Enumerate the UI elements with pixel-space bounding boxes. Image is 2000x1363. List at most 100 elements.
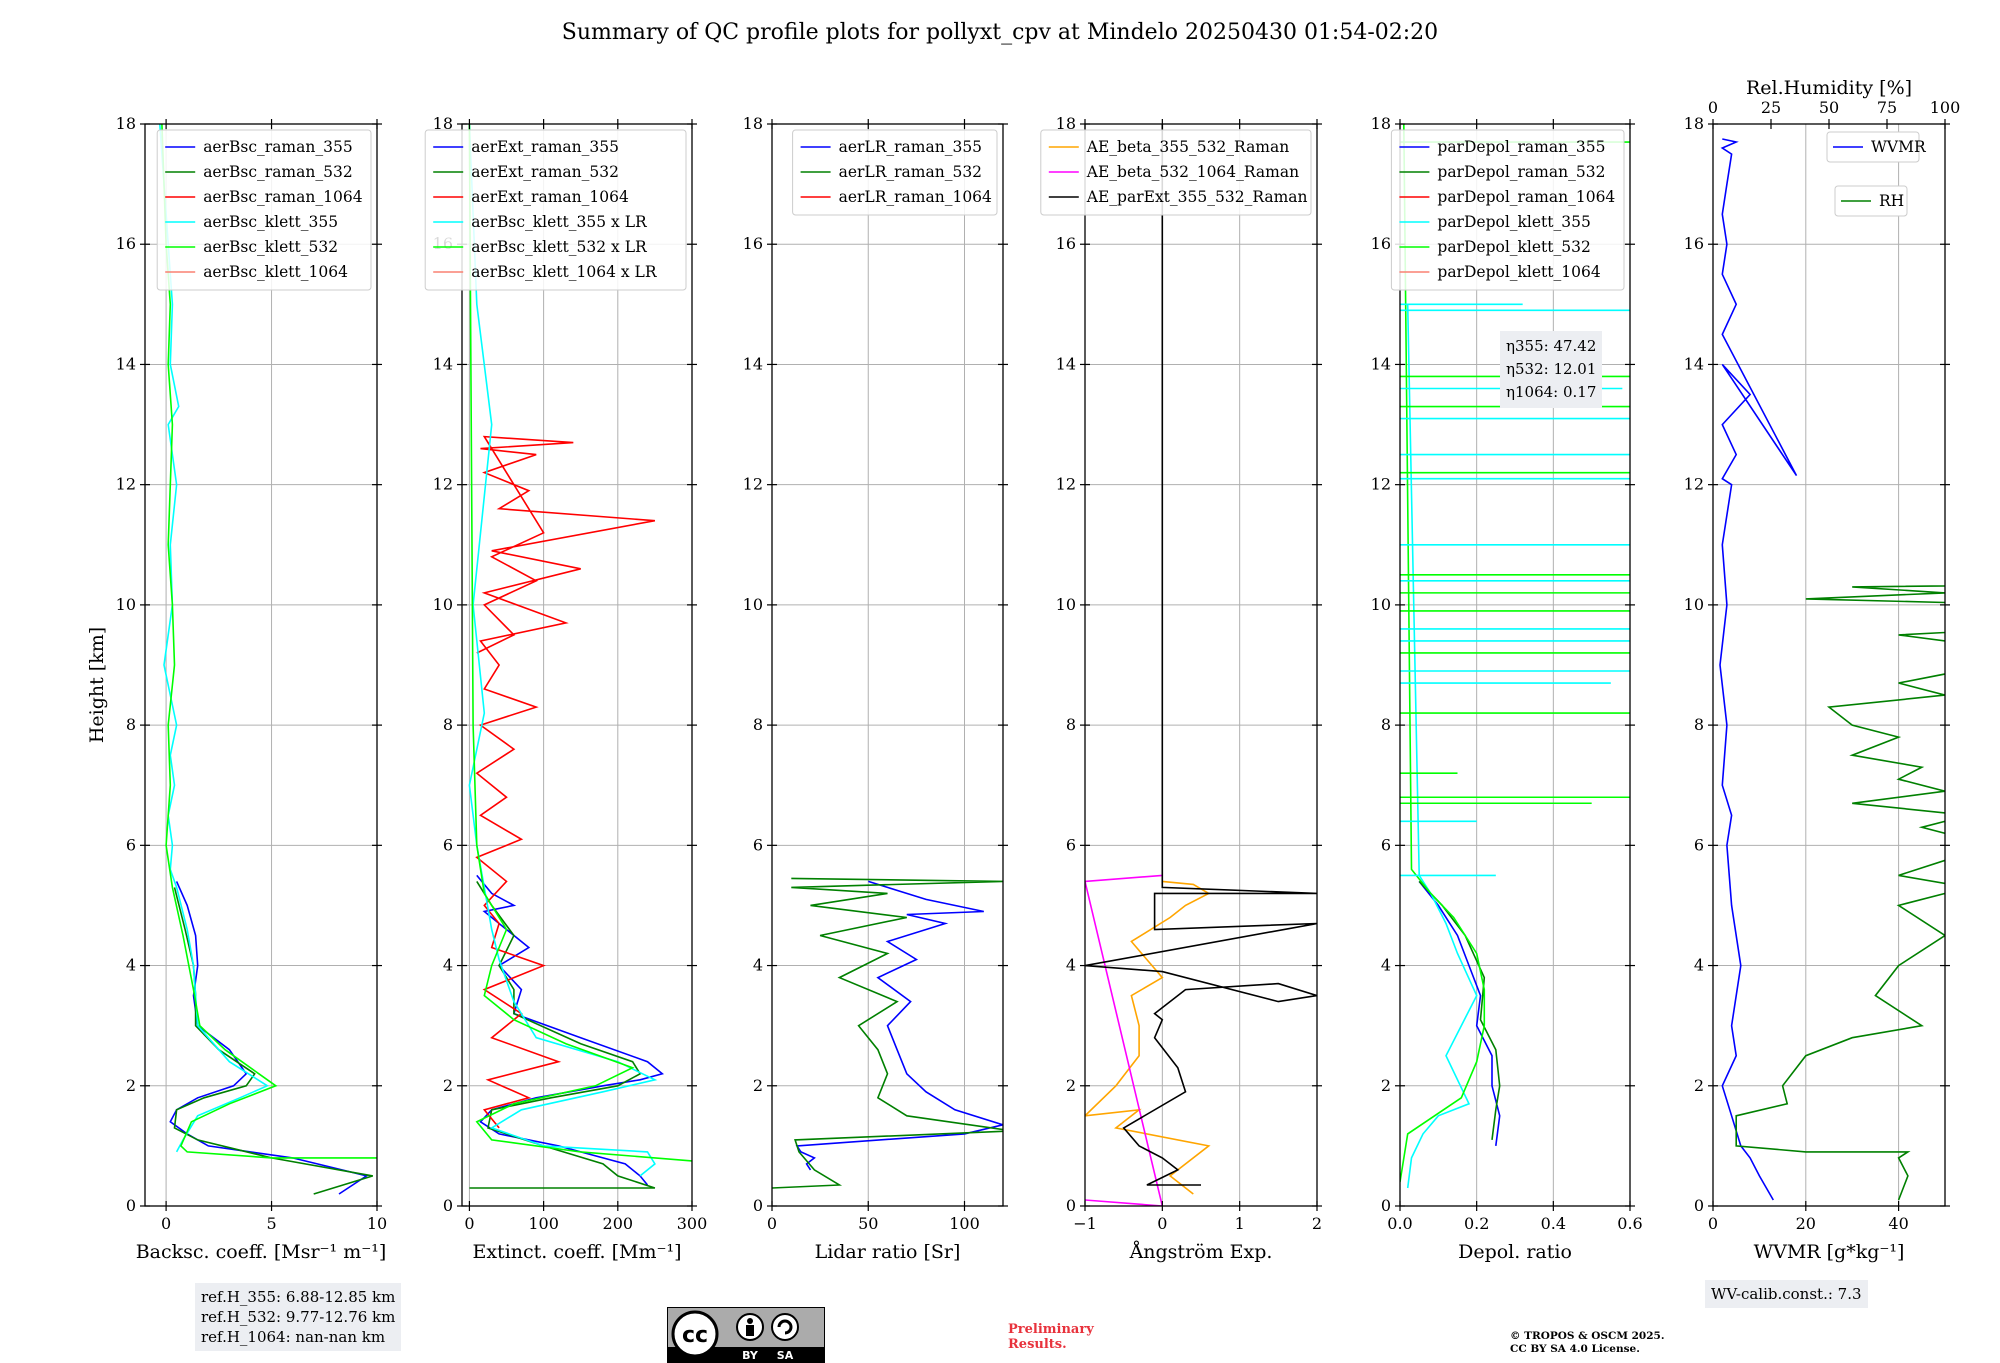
series-line-AE_beta_355_532_Raman bbox=[1085, 880, 1211, 1195]
y-tick-label: 14 bbox=[116, 354, 136, 373]
y-tick-label: 2 bbox=[443, 1076, 453, 1095]
legend: AE_beta_355_532_Raman AE_beta_532_1064_Ra… bbox=[1040, 129, 1312, 216]
y-tick-label: 2 bbox=[753, 1076, 763, 1095]
eta-355: η355: 47.42 bbox=[1506, 337, 1597, 355]
x-tick-label: 10 bbox=[367, 1214, 387, 1233]
x-tick-label: 0.2 bbox=[1464, 1214, 1489, 1233]
eta-532: η532: 12.01 bbox=[1506, 360, 1597, 378]
y-tick-label: 12 bbox=[1371, 475, 1391, 494]
y-tick-label: 12 bbox=[743, 475, 763, 494]
legend-entry: parDepol_klett_355 bbox=[1437, 213, 1590, 231]
series-line-AE_parExt_355_532_Raman bbox=[1085, 124, 1317, 1186]
series-line-aerExt_raman_1064 bbox=[475, 435, 656, 1129]
series-line-aerBsc_raman_532 bbox=[173, 887, 374, 1195]
eta-1064: η1064: 0.17 bbox=[1506, 383, 1597, 401]
x-axis-label: Ångström Exp. bbox=[1129, 1241, 1273, 1263]
axes-frame bbox=[1399, 123, 1631, 1207]
copyright-line-1: © TROPOS & OSCM 2025. bbox=[1510, 1330, 1665, 1342]
top-x-axis-label: Rel.Humidity [%] bbox=[1746, 77, 1912, 99]
axes-frame bbox=[771, 123, 1004, 1207]
x-tick-label: 50 bbox=[858, 1214, 878, 1233]
y-tick-label: 16 bbox=[1684, 234, 1704, 253]
legend-entry: parDepol_raman_532 bbox=[1437, 163, 1605, 181]
ref-height-355: ref.H_355: 6.88-12.85 km bbox=[201, 1288, 396, 1306]
x-axis-label: Backsc. coeff. [Msr⁻¹ m⁻¹] bbox=[136, 1241, 387, 1263]
x-axis-label: Extinct. coeff. [Mm⁻¹] bbox=[472, 1241, 681, 1263]
series-line-aerLR_raman_532 bbox=[772, 877, 1003, 1189]
series-line-aerExt_raman_355 bbox=[476, 874, 665, 1186]
y-tick-label: 12 bbox=[433, 475, 453, 494]
wv-calibration-box: WV-calib.const.: 7.3 bbox=[1705, 1280, 1868, 1308]
x-tick-label: 0 bbox=[464, 1214, 474, 1233]
x-tick-label: 20 bbox=[1796, 1214, 1816, 1233]
y-tick-label: 6 bbox=[1066, 835, 1076, 854]
ref-height-1064: ref.H_1064: nan-nan km bbox=[201, 1328, 386, 1346]
axes-frame bbox=[144, 123, 378, 1207]
legend-entry: aerLR_raman_1064 bbox=[839, 188, 992, 206]
y-tick-label: 0 bbox=[126, 1196, 136, 1215]
top-x-tick-label: 25 bbox=[1761, 98, 1781, 117]
y-tick-label: 18 bbox=[1684, 114, 1704, 133]
series-line-AE_beta_532_1064_Raman bbox=[1085, 874, 1164, 1206]
y-tick-label: 10 bbox=[1371, 595, 1391, 614]
axes-frame bbox=[1084, 123, 1318, 1207]
legend-entry: aerExt_raman_1064 bbox=[471, 188, 629, 206]
legend: WVMR bbox=[1826, 131, 1927, 163]
x-tick-label: 5 bbox=[266, 1214, 276, 1233]
x-tick-label: 0 bbox=[1157, 1214, 1167, 1233]
y-tick-label: 14 bbox=[1684, 354, 1704, 373]
top-x-tick-label: 50 bbox=[1819, 98, 1839, 117]
copyright-note: © TROPOS & OSCM 2025. CC BY SA 4.0 Licen… bbox=[1510, 1330, 1665, 1356]
y-axis-label: Height [km] bbox=[86, 627, 108, 743]
y-tick-label: 6 bbox=[443, 835, 453, 854]
y-tick-label: 6 bbox=[753, 835, 763, 854]
by-text: BY bbox=[742, 1349, 759, 1362]
y-tick-label: 12 bbox=[1056, 475, 1076, 494]
y-tick-label: 2 bbox=[1694, 1076, 1704, 1095]
x-tick-label: 0 bbox=[767, 1214, 777, 1233]
x-tick-label: −1 bbox=[1073, 1214, 1097, 1233]
legend-entry: parDepol_klett_532 bbox=[1437, 238, 1590, 256]
x-tick-label: 0.4 bbox=[1541, 1214, 1566, 1233]
y-tick-label: 10 bbox=[433, 595, 453, 614]
x-tick-label: 0.6 bbox=[1617, 1214, 1642, 1233]
legend-entry: aerBsc_klett_1064 bbox=[203, 263, 348, 281]
y-tick-label: 16 bbox=[1371, 234, 1391, 253]
x-axis-label: Lidar ratio [Sr] bbox=[815, 1241, 961, 1263]
series-line-aerBsc_klett_355 x LR bbox=[468, 124, 658, 1177]
ref-height-532: ref.H_532: 9.77-12.76 km bbox=[201, 1308, 396, 1326]
figure-title: Summary of QC profile plots for pollyxt_… bbox=[561, 20, 1439, 45]
y-tick-label: 14 bbox=[1371, 354, 1391, 373]
legend-entry: parDepol_raman_355 bbox=[1437, 138, 1605, 156]
top-x-tick-label: 75 bbox=[1877, 98, 1897, 117]
y-tick-label: 6 bbox=[126, 835, 136, 854]
y-tick-label: 16 bbox=[116, 234, 136, 253]
legend-entry: aerBsc_klett_532 bbox=[203, 238, 338, 256]
y-tick-label: 8 bbox=[443, 715, 453, 734]
x-tick-label: 200 bbox=[603, 1214, 634, 1233]
y-tick-label: 2 bbox=[1066, 1076, 1076, 1095]
y-tick-label: 4 bbox=[1694, 956, 1704, 975]
y-tick-label: 2 bbox=[126, 1076, 136, 1095]
y-tick-label: 16 bbox=[743, 234, 763, 253]
y-tick-label: 8 bbox=[1381, 715, 1391, 734]
y-tick-label: 16 bbox=[1056, 234, 1076, 253]
legend: RH bbox=[1834, 185, 1908, 217]
y-tick-label: 4 bbox=[443, 956, 453, 975]
top-x-tick-label: 100 bbox=[1930, 98, 1961, 117]
legend-entry: RH bbox=[1879, 192, 1904, 210]
y-tick-label: 2 bbox=[1381, 1076, 1391, 1095]
y-tick-label: 0 bbox=[753, 1196, 763, 1215]
y-tick-label: 12 bbox=[1684, 475, 1704, 494]
copyright-line-2: CC BY SA 4.0 License. bbox=[1510, 1343, 1640, 1355]
x-tick-label: 2 bbox=[1312, 1214, 1322, 1233]
y-tick-label: 8 bbox=[1066, 715, 1076, 734]
y-tick-label: 10 bbox=[1056, 595, 1076, 614]
legend-entry: parDepol_raman_1064 bbox=[1437, 188, 1615, 206]
y-tick-label: 4 bbox=[1066, 956, 1076, 975]
y-tick-label: 4 bbox=[1381, 956, 1391, 975]
panel-depolarization: 0 2 4 6 8 10 12 14 16 18 0.0 0.2 0.4 0.6 Depol. ratio p… bbox=[1371, 114, 1643, 1263]
